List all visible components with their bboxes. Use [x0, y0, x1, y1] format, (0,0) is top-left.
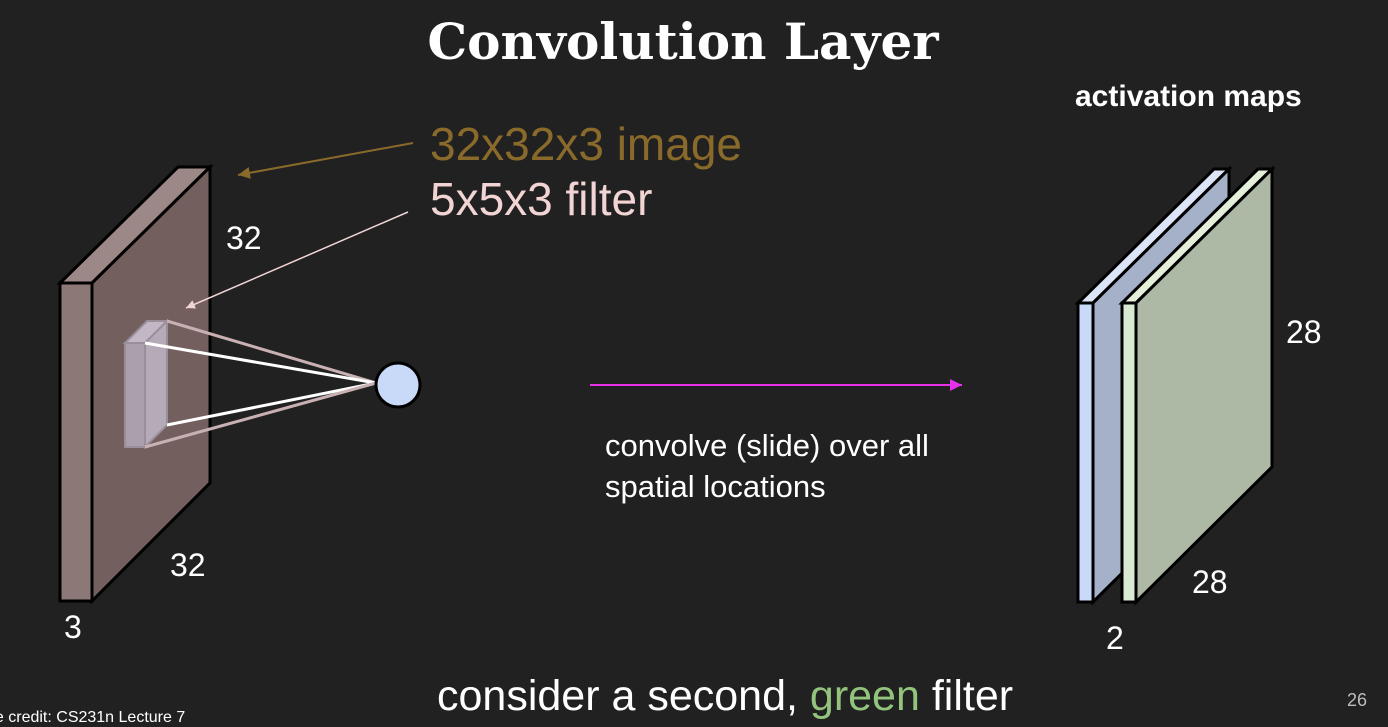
- bottom-caption: consider a second, green filter: [437, 672, 1013, 721]
- map-green-front-face: [1120, 301, 1138, 604]
- image-height-label: 32: [226, 220, 262, 256]
- output-neuron: [374, 361, 422, 409]
- caption-prefix: consider a second,: [437, 672, 798, 720]
- map-width-label: 28: [1192, 564, 1228, 600]
- filter-to-neuron-lines: [144, 319, 377, 449]
- caption-suffix: filter: [931, 672, 1014, 720]
- input-volume-front-face: [58, 281, 94, 603]
- filter-label: 5x5x3 filter: [430, 173, 653, 225]
- convolve-description: convolve (slide) over all spatial locati…: [605, 428, 929, 504]
- map-height-label: 28: [1286, 314, 1322, 350]
- slide-credit: de credit: CS231n Lecture 7: [0, 709, 186, 726]
- filter-block: [122, 318, 170, 450]
- activation-maps-label: activation maps: [1075, 80, 1302, 113]
- image-depth-label: 3: [64, 609, 82, 645]
- caption-green-word: green: [809, 672, 920, 720]
- image-width-label: 32: [170, 547, 206, 583]
- image-label: 32x32x3 image: [430, 118, 742, 170]
- filter-front-face: [124, 342, 146, 448]
- map-blue-front-face: [1076, 301, 1095, 604]
- map-depth-label: 2: [1106, 620, 1124, 656]
- activation-map-green: [1118, 165, 1276, 606]
- image-label-arrow: [237, 142, 414, 179]
- filter-label-arrow: [185, 211, 409, 309]
- slide-title: Convolution Layer: [427, 12, 939, 71]
- page-number: 26: [1347, 690, 1368, 710]
- filter-side-face: [144, 318, 168, 450]
